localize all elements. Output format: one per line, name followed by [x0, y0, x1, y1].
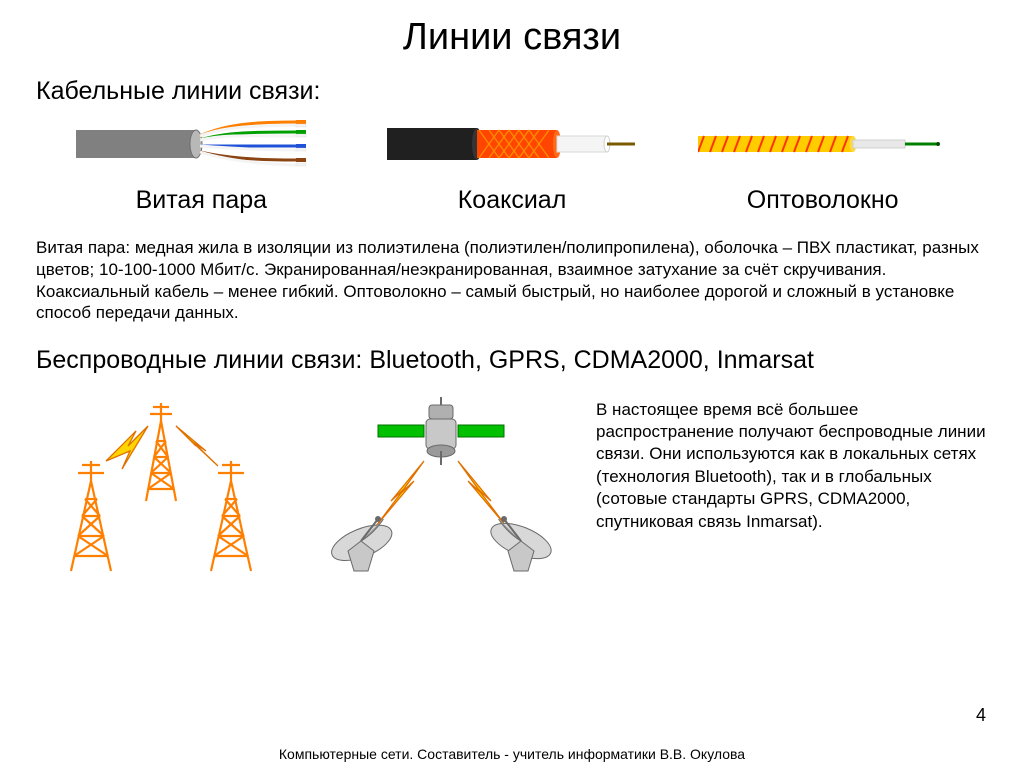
label-twisted: Витая пара: [46, 186, 357, 215]
cable-labels-row: Витая пара Коаксиал Оптоволокно: [36, 186, 988, 215]
cell-towers-icon: [36, 391, 286, 581]
slide-title: Линии связи: [36, 16, 988, 59]
wireless-subheading: Беспроводные линии связи: Bluetooth, GPR…: [36, 344, 988, 377]
cable-description: Витая пара: медная жила в изоляции из по…: [36, 237, 988, 324]
coaxial-icon: [387, 116, 637, 172]
label-coax: Коаксиал: [357, 186, 668, 215]
cable-subheading: Кабельные линии связи:: [36, 77, 988, 106]
page-number: 4: [976, 705, 986, 726]
slide-footer: Компьютерные сети. Составитель - учитель…: [0, 746, 1024, 762]
fiber-icon: [698, 116, 948, 172]
cable-illustrations: [36, 112, 988, 172]
twisted-pair-icon: [76, 116, 326, 172]
satellite-icon: [306, 391, 576, 581]
label-fiber: Оптоволокно: [667, 186, 978, 215]
wireless-description: В настоящее время всё большее распростра…: [596, 391, 988, 534]
